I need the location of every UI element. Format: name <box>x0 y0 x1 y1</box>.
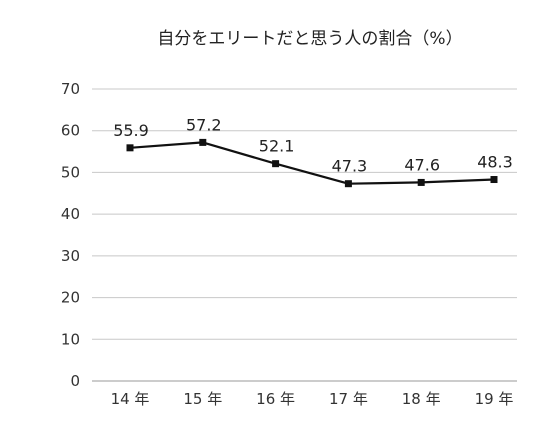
y-tick-label: 20 <box>61 289 80 307</box>
y-tick-label: 10 <box>61 330 80 348</box>
series-line-layer <box>129 141 495 185</box>
data-point <box>417 178 425 186</box>
x-tick-label: 18 年 <box>402 390 441 408</box>
data-label: 47.3 <box>332 157 368 176</box>
x-tick-label: 19 年 <box>475 390 514 408</box>
data-labels: 55.9 57.2 52.1 47.3 47.6 48.3 <box>113 115 513 175</box>
y-tick-label: 40 <box>61 205 80 223</box>
data-point <box>272 160 280 168</box>
gridlines <box>92 88 517 382</box>
y-tick-label: 30 <box>61 247 80 265</box>
x-axis-ticks: 14 年 15 年 16 年 17 年 18 年 19 年 <box>111 390 514 408</box>
data-label: 48.3 <box>477 153 513 172</box>
data-point <box>126 144 134 152</box>
y-tick-label: 70 <box>61 80 80 98</box>
x-tick-label: 16 年 <box>256 390 295 408</box>
data-label: 52.1 <box>259 137 295 156</box>
x-tick-label: 17 年 <box>329 390 368 408</box>
data-point <box>490 176 498 184</box>
data-point <box>344 180 352 188</box>
data-label: 55.9 <box>113 121 149 140</box>
data-label: 57.2 <box>186 115 222 134</box>
x-tick-label: 15 年 <box>183 390 222 408</box>
series-line <box>129 141 495 185</box>
data-point <box>199 138 207 146</box>
y-tick-label: 60 <box>61 122 80 140</box>
data-label: 47.6 <box>404 155 440 174</box>
y-axis-ticks: 0 10 20 30 40 50 60 70 <box>61 80 80 390</box>
y-tick-label: 50 <box>61 163 80 181</box>
x-tick-label: 14 年 <box>111 390 150 408</box>
y-tick-label: 0 <box>70 372 80 390</box>
series-markers <box>126 138 498 188</box>
chart-title: 自分をエリートだと思う人の割合（%） <box>157 29 462 49</box>
